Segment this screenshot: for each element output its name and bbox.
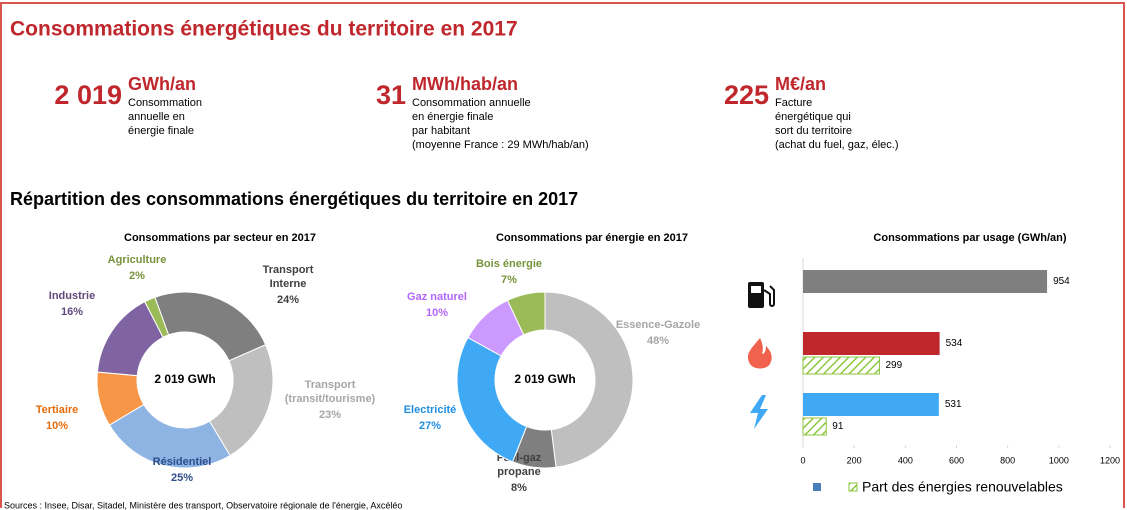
legend-swatch xyxy=(848,482,858,492)
icon-electricity xyxy=(750,395,768,429)
kpi-description: énergie finale xyxy=(128,125,194,137)
kpi-description: en énergie finale xyxy=(412,111,493,123)
bar-value-label: 531 xyxy=(945,399,962,410)
kpi-description: sort du territoire xyxy=(775,125,852,137)
x-tick-label: 1200 xyxy=(1100,455,1120,465)
slice-label: Electricité xyxy=(404,404,457,416)
x-tick-label: 0 xyxy=(800,455,805,465)
chart-title: Consommations par énergie en 2017 xyxy=(496,232,688,244)
bar-value-label: 91 xyxy=(832,421,844,432)
kpi-description: (moyenne France : 29 MWh/hab/an) xyxy=(412,139,589,151)
slice-label: Transport (transit/tourisme) xyxy=(285,379,376,405)
bar xyxy=(803,270,1048,293)
sources: Sources : Insee, Disar, Sitadel, Ministè… xyxy=(4,500,402,510)
slice-value-label: 8% xyxy=(511,482,527,494)
kpi-unit: MWh/hab/an xyxy=(412,74,518,94)
kpi-value: 2 019 xyxy=(54,80,122,110)
bar xyxy=(803,332,940,355)
kpi-description: Consommation xyxy=(128,97,202,109)
icon-fire xyxy=(747,338,772,369)
chart-title: Consommations par usage (GWh/an) xyxy=(873,232,1066,244)
slice-label: Gaz naturel xyxy=(407,291,467,303)
page-title: Consommations énergétiques du territoire… xyxy=(10,18,518,41)
kpi-unit: M€/an xyxy=(775,74,826,94)
donut-slice xyxy=(144,296,170,338)
bar-value-label: 534 xyxy=(946,338,963,349)
bar-value-label: 299 xyxy=(885,360,902,371)
slice-value-label: 16% xyxy=(61,306,83,318)
kpi-description: Consommation annuelle xyxy=(412,97,531,109)
donut-slice xyxy=(544,291,634,468)
kpi-value: 31 xyxy=(376,80,406,110)
slice-value-label: 7% xyxy=(501,274,517,286)
bar-value-label: 954 xyxy=(1053,276,1070,287)
slice-value-label: 25% xyxy=(171,472,193,484)
bar xyxy=(802,356,880,375)
slice-value-label: 23% xyxy=(319,409,341,421)
slice-value-label: 24% xyxy=(277,294,299,306)
kpi-description: (achat du fuel, gaz, élec.) xyxy=(775,139,899,151)
x-tick-label: 800 xyxy=(1000,455,1015,465)
kpi-description: par habitant xyxy=(412,125,470,137)
slice-value-label: 10% xyxy=(46,420,68,432)
bar xyxy=(803,393,939,416)
slice-label: Agriculture xyxy=(108,254,167,266)
bar xyxy=(802,417,827,436)
donut-center-label: 2 019 GWh xyxy=(514,372,575,386)
donut-slice xyxy=(506,291,546,336)
slice-value-label: 2% xyxy=(129,270,145,282)
kpi-value: 225 xyxy=(724,80,769,110)
x-tick-label: 200 xyxy=(847,455,862,465)
slice-label: Essence-Gazole xyxy=(616,319,700,331)
kpi-description: énergétique qui xyxy=(775,111,851,123)
section-title: Répartition des consommations énergétiqu… xyxy=(10,189,578,209)
x-tick-label: 1000 xyxy=(1049,455,1069,465)
kpi-description: Facture xyxy=(775,97,812,109)
chart-title: Consommations par secteur en 2017 xyxy=(124,232,316,244)
slice-value-label: 48% xyxy=(647,335,669,347)
kpi-unit: GWh/an xyxy=(128,74,196,94)
slice-label: Transport Interne xyxy=(263,264,314,290)
slice-label: Bois énergie xyxy=(476,258,542,270)
x-tick-label: 400 xyxy=(898,455,913,465)
donut-slice xyxy=(154,291,267,362)
donut-slice xyxy=(456,336,528,463)
x-tick-label: 600 xyxy=(949,455,964,465)
legend-swatch xyxy=(813,483,821,491)
kpi-description: annuelle en xyxy=(128,111,185,123)
legend-label: Part des énergies renouvelables xyxy=(862,479,1063,495)
slice-value-label: 10% xyxy=(426,307,448,319)
slice-label: Tertiaire xyxy=(36,404,79,416)
donut-center-label: 2 019 GWh xyxy=(154,372,215,386)
icon-fuel xyxy=(748,282,775,308)
slice-label: Résidentiel xyxy=(153,456,212,468)
slice-label: Industrie xyxy=(49,290,95,302)
slice-value-label: 27% xyxy=(419,420,441,432)
